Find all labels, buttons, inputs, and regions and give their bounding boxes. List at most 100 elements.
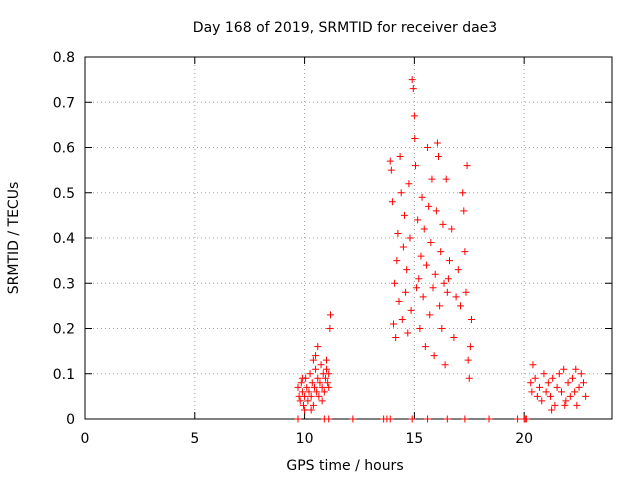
data-point — [325, 370, 333, 378]
data-point — [310, 383, 318, 391]
data-point — [564, 379, 572, 387]
axis-ticks: 0 5 10 15 20 0 0.1 0.2 0.3 0.4 0.5 0.6 0.7 0.8 — [53, 50, 612, 447]
data-point — [436, 302, 444, 310]
chart-title: Day 168 of 2019, SRMTID for receiver dae… — [193, 20, 497, 36]
data-point — [406, 234, 414, 242]
data-point — [323, 365, 331, 373]
data-point — [435, 153, 443, 161]
data-point — [448, 225, 456, 233]
data-point — [388, 198, 396, 206]
y-tick-label: 0.7 — [53, 95, 75, 111]
data-point — [485, 415, 493, 423]
data-point — [318, 383, 326, 391]
data-point — [467, 315, 475, 323]
data-point — [413, 284, 421, 292]
data-point — [571, 388, 579, 396]
data-point — [432, 207, 440, 215]
y-tick-label: 0.5 — [53, 186, 75, 202]
data-point — [324, 379, 332, 387]
data-point — [431, 270, 439, 278]
data-point — [464, 356, 472, 364]
data-point — [419, 293, 427, 301]
data-point — [325, 415, 333, 423]
data-point — [294, 415, 302, 423]
data-point — [573, 401, 581, 409]
data-point — [444, 275, 452, 283]
data-point — [307, 406, 315, 414]
data-point — [424, 415, 432, 423]
data-point — [433, 139, 441, 147]
data-point — [452, 293, 460, 301]
data-point — [314, 374, 322, 382]
data-point — [405, 180, 413, 188]
data-point — [438, 325, 446, 332]
data-point — [566, 392, 574, 400]
data-point — [312, 365, 320, 373]
data-point — [456, 302, 464, 310]
data-point — [461, 248, 469, 256]
data-point — [305, 388, 313, 396]
data-point — [391, 279, 399, 287]
data-point — [313, 388, 321, 396]
data-point — [561, 401, 569, 409]
data-point — [325, 383, 333, 391]
data-point — [562, 397, 570, 405]
data-point — [421, 343, 429, 351]
y-axis-label: SRMTID / TECUs — [6, 182, 22, 295]
data-point — [317, 361, 325, 369]
data-point — [387, 166, 395, 174]
data-point — [557, 388, 565, 396]
data-point — [396, 153, 404, 161]
y-tick-label: 0.1 — [53, 367, 75, 383]
data-point — [386, 157, 394, 165]
y-tick-label: 0.3 — [53, 276, 75, 292]
data-point — [411, 162, 419, 170]
data-point — [312, 352, 320, 360]
y-tick-label: 0.2 — [53, 322, 75, 338]
data-point — [323, 356, 331, 364]
y-tick-label: 0.6 — [53, 141, 75, 157]
data-point — [443, 288, 451, 296]
data-point — [316, 379, 324, 387]
data-point — [424, 144, 432, 151]
data-point — [540, 370, 548, 378]
data-point — [349, 415, 357, 423]
data-point — [296, 397, 304, 405]
data-point — [309, 356, 317, 364]
data-point — [397, 189, 405, 197]
data-point — [542, 388, 550, 396]
data-point — [547, 392, 555, 400]
data-point — [528, 388, 536, 396]
x-tick-label: 20 — [515, 431, 533, 447]
data-point — [446, 257, 454, 265]
data-point — [408, 76, 416, 84]
y-tick-label: 0.8 — [53, 50, 75, 66]
data-point — [298, 388, 306, 396]
data-point — [531, 374, 539, 382]
data-point — [309, 401, 317, 409]
data-point — [463, 162, 471, 170]
data-point — [430, 352, 438, 360]
x-tick-label: 15 — [405, 431, 423, 447]
data-point — [298, 374, 306, 382]
data-point — [459, 189, 467, 197]
data-point — [390, 320, 398, 328]
data-point — [568, 374, 576, 382]
data-point — [303, 383, 311, 391]
data-point — [400, 211, 408, 219]
data-point — [417, 252, 425, 260]
data-point — [418, 193, 426, 201]
data-point — [403, 266, 411, 274]
data-point — [544, 379, 552, 387]
data-point — [399, 243, 407, 251]
x-axis-label: GPS time / hours — [286, 458, 403, 474]
data-point — [462, 288, 470, 296]
data-point — [306, 370, 314, 378]
data-point — [321, 374, 329, 382]
data-point — [572, 365, 580, 373]
data-point — [461, 415, 469, 423]
data-point — [395, 297, 403, 305]
data-point — [410, 112, 418, 120]
data-point — [308, 379, 316, 387]
